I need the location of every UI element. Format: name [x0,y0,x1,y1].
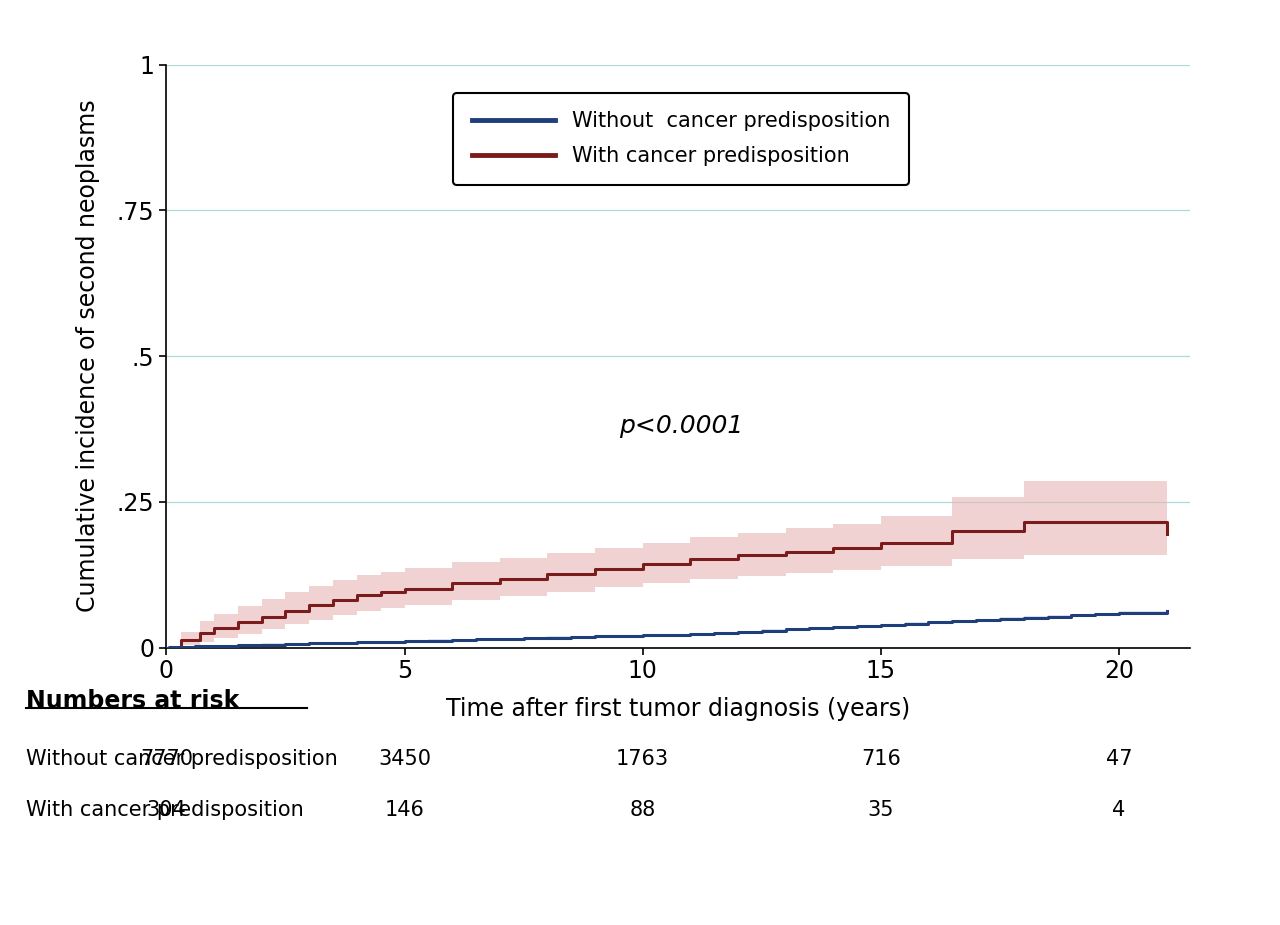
Text: 1763: 1763 [616,749,669,770]
Text: 3450: 3450 [378,749,431,770]
Legend: Without  cancer predisposition, With cancer predisposition: Without cancer predisposition, With canc… [453,92,909,185]
Y-axis label: Cumulative incidence of second neoplasms: Cumulative incidence of second neoplasms [77,100,100,612]
Text: 47: 47 [1106,749,1133,770]
Text: 146: 146 [384,800,425,820]
Text: 88: 88 [630,800,655,820]
Text: 4: 4 [1112,800,1125,820]
X-axis label: Time after first tumor diagnosis (years): Time after first tumor diagnosis (years) [447,697,910,722]
Text: p<0.0001: p<0.0001 [618,414,744,438]
Text: 716: 716 [861,749,901,770]
Text: 35: 35 [868,800,893,820]
Text: With cancer predisposition: With cancer predisposition [26,800,303,820]
Text: Numbers at risk: Numbers at risk [26,689,239,713]
Text: 304: 304 [146,800,187,820]
Text: Without cancer predisposition: Without cancer predisposition [26,749,338,770]
Text: 7770: 7770 [140,749,193,770]
